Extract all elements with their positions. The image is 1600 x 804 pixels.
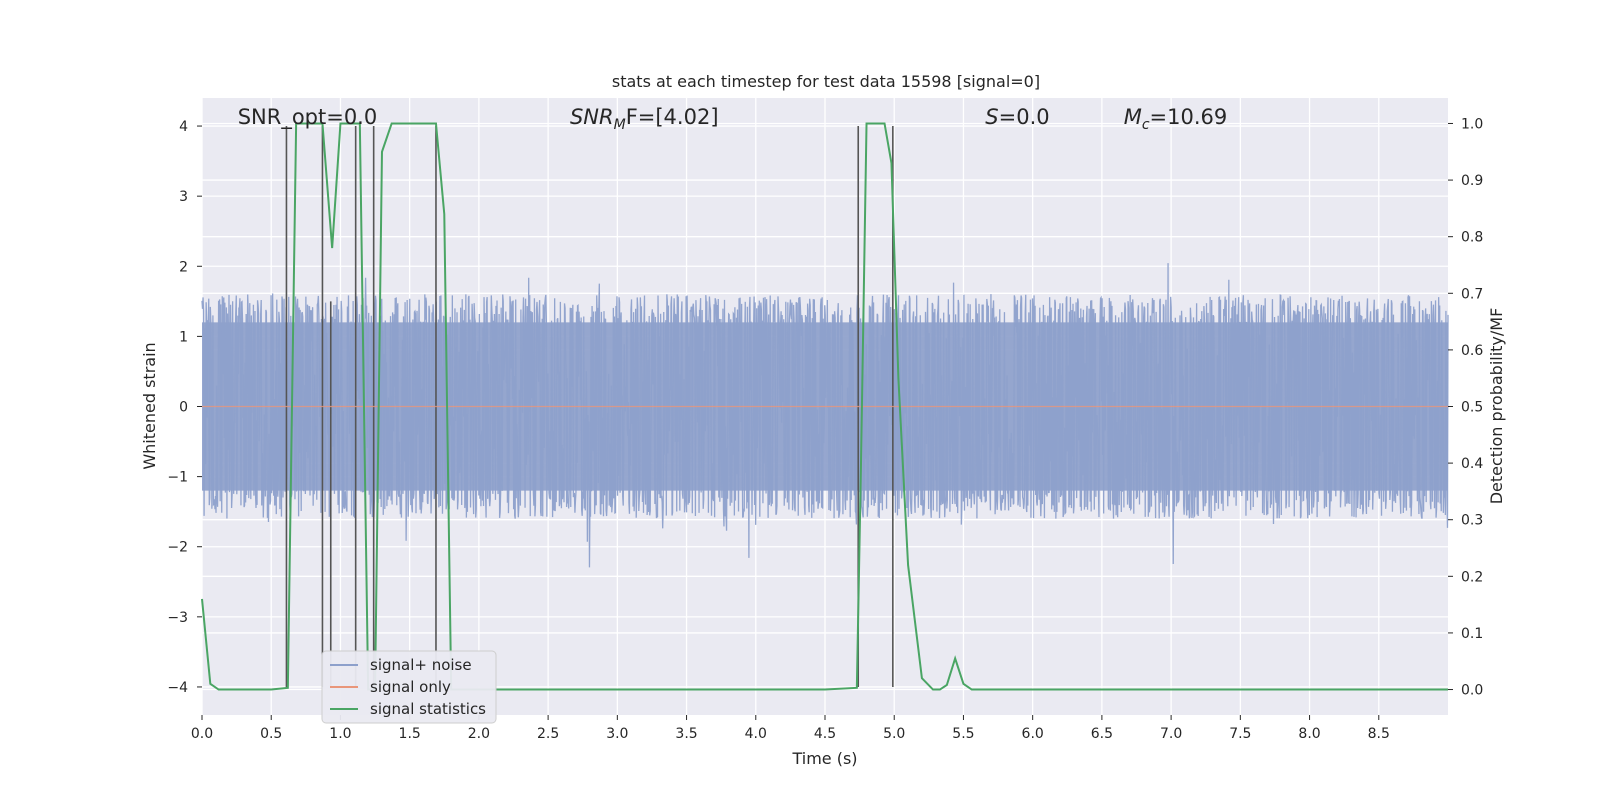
x-tick-label-16: 8.0 — [1298, 726, 1320, 742]
y-right-tick-label-5: 0.5 — [1461, 400, 1483, 416]
x-tick-label-4: 2.0 — [468, 726, 490, 742]
y-right-tick-label-8: 0.2 — [1461, 569, 1483, 585]
y-right-tick-label-2: 0.8 — [1461, 230, 1483, 246]
chart-title: stats at each timestep for test data 155… — [612, 72, 1040, 91]
x-tick-label-1: 0.5 — [260, 726, 282, 742]
x-axis-ticks: 0.0 0.5 1.0 1.5 2.0 2.5 3.0 3.5 4.0 4.5 5.0 5.5 6.0 6… — [191, 715, 1390, 742]
x-tick-label-7: 3.5 — [675, 726, 697, 742]
annotation-0: SNR_opt=0.0 — [238, 105, 378, 130]
y-left-tick-label-1: 3 — [179, 189, 188, 205]
legend-label-0: signal+ noise — [370, 656, 472, 674]
annotation-1: SNRMF=[4.02] — [570, 105, 719, 133]
y-right-tick-label-4: 0.6 — [1461, 343, 1483, 359]
annotation-2: S=0.0 — [985, 105, 1049, 129]
x-tick-label-17: 8.5 — [1368, 726, 1390, 742]
annotation-3: Mc=10.69 — [1124, 105, 1228, 133]
legend-label-2: signal statistics — [370, 700, 486, 718]
y-left-tick-label-8: −4 — [167, 680, 188, 696]
y-left-tick-label-2: 2 — [179, 259, 188, 275]
x-tick-label-14: 7.0 — [1160, 726, 1182, 742]
y-right-tick-label-0: 1.0 — [1461, 116, 1483, 132]
x-tick-label-12: 6.0 — [1022, 726, 1044, 742]
y-left-axis-ticks: 4 3 2 1 0 −1 −2 −3 −4 — [167, 119, 202, 696]
legend-label-1: signal only — [370, 678, 451, 696]
noise-trace — [201, 263, 1449, 568]
legend: signal+ noise signal only signal statistic… — [321, 650, 497, 724]
y-left-tick-label-7: −3 — [167, 610, 188, 626]
y-left-tick-label-3: 1 — [179, 329, 188, 345]
y-left-tick-label-5: −1 — [167, 470, 188, 486]
x-tick-label-15: 7.5 — [1229, 726, 1251, 742]
x-tick-label-9: 4.5 — [814, 726, 836, 742]
y-right-tick-label-6: 0.4 — [1461, 456, 1483, 472]
y-right-tick-label-3: 0.7 — [1461, 286, 1483, 302]
x-tick-label-5: 2.5 — [537, 726, 559, 742]
x-tick-label-10: 5.0 — [883, 726, 905, 742]
y-right-tick-label-10: 0.0 — [1461, 683, 1483, 699]
y-right-tick-label-7: 0.3 — [1461, 513, 1483, 529]
y-right-axis-label: Detection probability/MF — [1487, 308, 1506, 505]
x-tick-label-2: 1.0 — [329, 726, 351, 742]
legend-box — [321, 650, 497, 724]
y-right-tick-label-1: 0.9 — [1461, 173, 1483, 189]
x-tick-label-3: 1.5 — [399, 726, 421, 742]
x-tick-label-11: 5.5 — [952, 726, 974, 742]
y-right-tick-label-9: 0.1 — [1461, 626, 1483, 642]
x-tick-label-13: 6.5 — [1091, 726, 1113, 742]
y-left-tick-label-0: 4 — [179, 119, 188, 135]
annotations: SNR_opt=0.0 SNRMF=[4.02] S=0.0 Mc=10.69 — [238, 105, 1228, 133]
x-axis-label: Time (s) — [791, 749, 857, 768]
y-left-tick-label-4: 0 — [179, 400, 188, 416]
x-tick-label-8: 4.0 — [745, 726, 767, 742]
y-right-axis-ticks: 1.0 0.9 0.8 0.7 0.6 0.5 0.4 0.3 0.2 0.1 0.0 — [1448, 116, 1483, 699]
x-tick-label-0: 0.0 — [191, 726, 213, 742]
y-left-tick-label-6: −2 — [167, 540, 188, 556]
y-left-axis-label: Whitened strain — [140, 342, 159, 469]
x-tick-label-6: 3.0 — [606, 726, 628, 742]
